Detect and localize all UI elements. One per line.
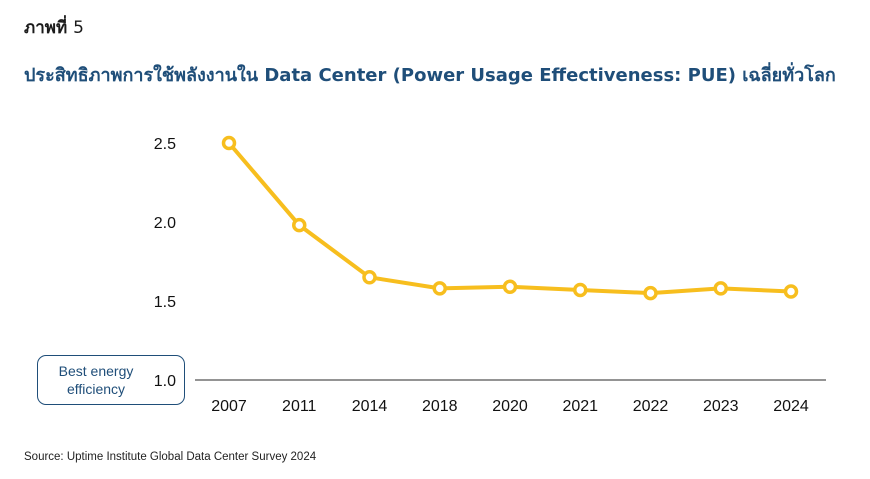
x-tick-label: 2022: [633, 398, 669, 415]
y-tick-label: 1.5: [154, 294, 176, 311]
pue-series-line: [227, 141, 793, 296]
figure-label-text: ภาพที่: [24, 18, 68, 38]
x-tick-label: 2024: [773, 398, 809, 415]
pue-data-point-2020: [502, 279, 518, 295]
best-energy-efficiency-text: Best energy efficiency: [58, 363, 134, 397]
source-note: Source: Uptime Institute Global Data Cen…: [24, 451, 317, 463]
pue-data-points: [221, 135, 799, 301]
pue-data-point-2024: [783, 284, 799, 299]
x-tick-label: 2020: [492, 398, 528, 415]
x-tick-label: 2018: [422, 398, 458, 415]
pue-data-point-2022: [643, 285, 658, 301]
best-energy-efficiency-callout: Best energy efficiency: [37, 355, 185, 405]
x-tick-label: 2021: [562, 398, 598, 415]
x-axis-ticks: 2007 2011 2014 2018 2020 2021 2022 2023 2024: [211, 398, 809, 415]
y-tick-label: 2.5: [154, 136, 176, 153]
y-axis-ticks: 1.0 1.5 2.0 2.5: [154, 136, 176, 390]
chart-title: ประสิทธิภาพการใช้พลังงานใน Data Center (…: [24, 65, 836, 86]
figure-label: ภาพที่ 5: [24, 14, 84, 41]
x-tick-label: 2014: [352, 398, 388, 415]
y-tick-label: 1.0: [154, 373, 176, 390]
y-tick-label: 2.0: [154, 215, 176, 232]
x-tick-label: 2023: [703, 398, 739, 415]
pue-data-point-2011: [292, 217, 307, 233]
figure-number: 5: [73, 18, 84, 38]
pue-data-point-2023: [713, 281, 728, 296]
pue-data-point-2018: [432, 281, 447, 296]
pue-data-point-2021: [573, 282, 588, 298]
pue-data-point-2014: [362, 270, 377, 285]
pue-data-point-2007: [221, 135, 237, 151]
x-tick-label: 2011: [282, 398, 317, 415]
x-tick-label: 2007: [211, 398, 247, 415]
